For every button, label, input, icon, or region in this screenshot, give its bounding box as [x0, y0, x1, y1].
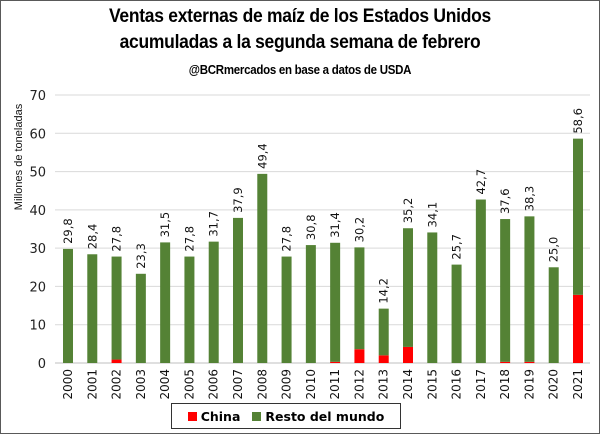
x-axis-ticks: 2000 2001 2002 2003 2004 2005 2006 2007 2008 2009… — [61, 369, 585, 400]
bar-resto-del-mundo — [257, 173, 268, 363]
chart-subtitle: @BCRmercados en base a datos de USDA — [188, 63, 412, 77]
data-label: 42,7 — [474, 169, 488, 195]
data-labels: 29,8 28,4 27,8 23,3 31,5 27,8 31,7 37,9 49,4 27,8… — [61, 108, 585, 304]
bar-resto-del-mundo — [524, 216, 535, 362]
bar-resto-del-mundo — [427, 232, 438, 363]
legend-label-china: China — [200, 408, 241, 424]
data-label: 35,2 — [401, 198, 415, 224]
data-label: 25,0 — [547, 237, 561, 263]
x-tick-label: 2020 — [547, 369, 561, 400]
bar-resto-del-mundo — [87, 254, 98, 363]
bar-china — [524, 361, 535, 363]
bar-resto-del-mundo — [184, 256, 195, 363]
bar-china — [354, 349, 365, 363]
bar-resto-del-mundo — [378, 308, 389, 356]
data-label: 31,4 — [328, 212, 342, 238]
chart-title-line-2: acumuladas a la segunda semana de febrer… — [119, 32, 481, 53]
x-tick-label: 2009 — [280, 369, 294, 400]
x-tick-label: 2014 — [401, 369, 415, 400]
x-tick-label: 2002 — [110, 369, 124, 400]
bar-china — [378, 355, 389, 363]
x-tick-label: 2019 — [522, 369, 536, 400]
x-tick-label: 2013 — [377, 369, 391, 400]
data-label: 25,7 — [450, 234, 464, 260]
y-tick-label: 30 — [29, 242, 46, 257]
x-tick-label: 2007 — [231, 369, 245, 400]
x-tick-label: 2017 — [474, 369, 488, 400]
chart-title-line-1: Ventas externas de maíz de los Estados U… — [108, 6, 492, 27]
bar-resto-del-mundo — [500, 219, 511, 362]
x-tick-label: 2003 — [134, 369, 148, 400]
data-label: 30,2 — [352, 217, 366, 243]
x-tick-label: 2021 — [571, 369, 585, 400]
legend-label-resto: Resto del mundo — [265, 408, 385, 424]
data-label: 27,8 — [280, 226, 294, 252]
data-label: 28,4 — [85, 224, 99, 250]
bar-resto-del-mundo — [548, 267, 559, 363]
x-tick-label: 2006 — [207, 369, 221, 400]
data-label: 37,6 — [498, 188, 512, 214]
bars — [63, 138, 583, 363]
data-label: 29,8 — [61, 218, 75, 244]
y-tick-label: 60 — [29, 127, 46, 142]
legend: China Resto del mundo — [171, 403, 401, 429]
legend-swatch-resto — [252, 411, 262, 421]
bar-resto-del-mundo — [233, 217, 243, 363]
bar-china — [573, 294, 583, 363]
bar-resto-del-mundo — [451, 264, 462, 363]
y-tick-label: 70 — [29, 89, 46, 104]
bar-china — [500, 361, 511, 363]
data-label: 38,3 — [522, 186, 536, 212]
data-label: 30,8 — [304, 214, 318, 240]
data-label: 31,5 — [158, 212, 172, 238]
x-tick-label: 2018 — [498, 369, 512, 400]
y-tick-label: 50 — [29, 166, 46, 181]
x-tick-label: 2001 — [85, 369, 99, 400]
bar-resto-del-mundo — [305, 245, 316, 363]
y-tick-label: 10 — [29, 319, 46, 334]
x-tick-label: 2004 — [158, 369, 172, 400]
data-label: 27,8 — [182, 226, 196, 252]
data-label: 23,3 — [134, 243, 148, 269]
legend-item-china: China — [187, 408, 241, 424]
data-label: 49,4 — [255, 143, 269, 169]
bar-china — [403, 346, 413, 363]
bar-resto-del-mundo — [573, 138, 583, 295]
x-tick-label: 2012 — [352, 369, 366, 400]
data-label: 31,7 — [207, 211, 221, 237]
y-axis-label: Millones de toneladas — [13, 103, 25, 210]
legend-item-resto: Resto del mundo — [252, 409, 384, 424]
y-tick-label: 20 — [29, 280, 46, 295]
y-axis-ticks: 0 10 20 30 40 50 60 70 — [29, 89, 46, 372]
bar-resto-del-mundo — [354, 247, 365, 350]
bar-resto-del-mundo — [111, 256, 122, 360]
bar-china — [330, 361, 341, 363]
y-tick-label: 40 — [29, 204, 46, 219]
bar-resto-del-mundo — [475, 199, 486, 363]
bar-resto-del-mundo — [160, 242, 171, 363]
bar-resto-del-mundo — [208, 241, 219, 363]
x-tick-label: 2005 — [182, 369, 196, 400]
x-tick-label: 2015 — [425, 369, 439, 400]
data-label: 37,9 — [231, 187, 245, 213]
bar-resto-del-mundo — [330, 242, 341, 362]
bar-china — [111, 359, 122, 363]
x-tick-label: 2016 — [450, 369, 464, 400]
x-tick-label: 2000 — [61, 369, 75, 400]
data-label: 27,8 — [110, 226, 124, 252]
x-tick-label: 2008 — [255, 369, 269, 400]
data-label: 14,2 — [377, 278, 391, 304]
x-tick-label: 2011 — [328, 369, 342, 400]
bar-resto-del-mundo — [281, 256, 292, 363]
y-tick-label: 0 — [38, 357, 46, 372]
bar-resto-del-mundo — [403, 228, 413, 347]
data-label: 34,1 — [425, 202, 439, 228]
bar-resto-del-mundo — [135, 273, 146, 363]
x-tick-label: 2010 — [304, 369, 318, 400]
bar-resto-del-mundo — [63, 248, 73, 363]
data-label: 58,6 — [571, 108, 585, 134]
legend-swatch-china — [187, 411, 197, 421]
